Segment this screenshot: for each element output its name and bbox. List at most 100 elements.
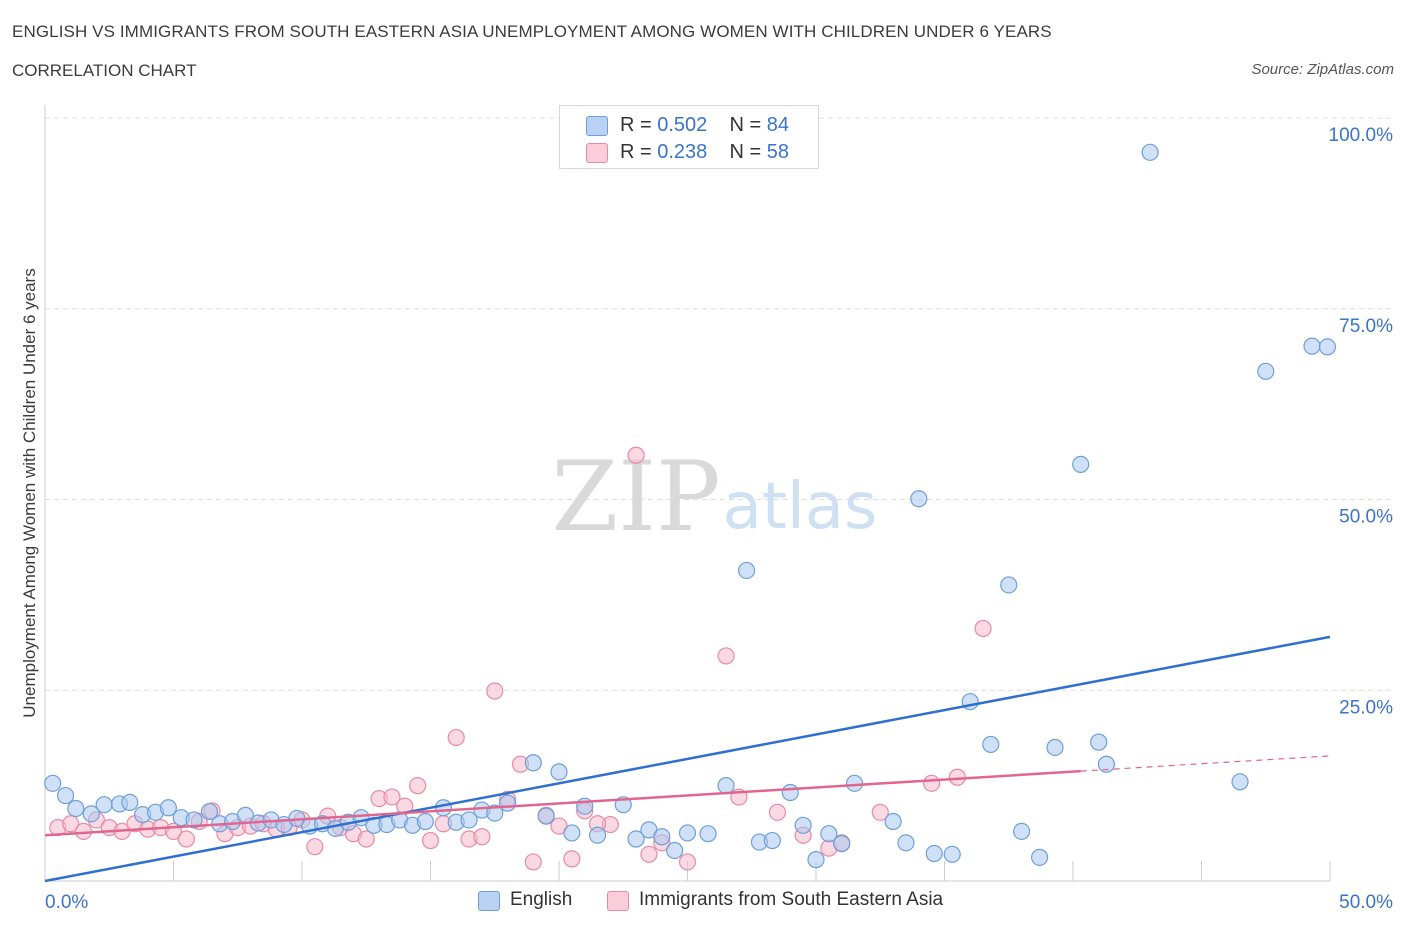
english-point [943, 845, 961, 863]
english-point [1257, 362, 1275, 380]
english-point [1046, 738, 1064, 757]
english-point [1090, 733, 1108, 751]
immigrants-point [974, 619, 992, 638]
english-point [794, 816, 812, 834]
english-point [44, 774, 62, 792]
immigrants-n-value: 58 [766, 141, 790, 163]
english-point [416, 812, 434, 831]
english-point [627, 830, 645, 848]
english-point [1303, 337, 1321, 355]
english-point [1141, 143, 1159, 161]
english-point [845, 774, 864, 792]
english-point [434, 799, 452, 817]
y-tick-label: 50.0% [1339, 507, 1393, 528]
immigrants-point [871, 803, 889, 821]
english-point [1097, 755, 1116, 773]
english-point [460, 811, 478, 829]
english-points [44, 143, 1337, 869]
english-point [1072, 455, 1090, 474]
immigrants-point [640, 845, 658, 863]
english-point [1030, 848, 1049, 866]
immigrants-point [678, 853, 697, 871]
english-point [666, 841, 684, 860]
english-point [738, 561, 756, 580]
legend-immigrants-text: R = 0.238 N = 58 [620, 141, 789, 164]
english-point [67, 799, 85, 818]
english-point [884, 812, 902, 831]
english-point [524, 754, 542, 772]
y-tick-label: 100.0% [1329, 125, 1394, 146]
immigrants-point [409, 777, 427, 795]
immigrants-point [62, 815, 80, 833]
english-point [1318, 338, 1337, 356]
immigrants-point [923, 774, 941, 792]
immigrants-point [447, 728, 465, 747]
n-label: N = [729, 141, 762, 163]
english-point [121, 793, 139, 812]
bottom-legend-immigrants-label: Immigrants from South Eastern Asia [639, 889, 944, 910]
legend-english-text: R = 0.502 N = 84 [620, 114, 789, 137]
english-point [563, 824, 581, 842]
english-trend-line [44, 635, 1331, 883]
english-point [56, 786, 75, 805]
chart-subtitle: CORRELATION CHART [12, 61, 197, 80]
english-r-value: 0.502 [657, 114, 708, 136]
english-point [95, 796, 113, 814]
grid-lines [45, 117, 1395, 691]
english-swatch [586, 116, 608, 136]
y-tick-label: 75.0% [1339, 316, 1393, 337]
immigrants-swatch [586, 143, 608, 163]
english-point [82, 805, 100, 823]
watermark: ZIP atlas [551, 441, 877, 553]
english-point [910, 490, 928, 508]
english-point [588, 826, 607, 844]
immigrants-point [627, 446, 645, 464]
english-point [1231, 773, 1249, 791]
x-tick-label: 0.0% [45, 892, 88, 913]
watermark-atlas: atlas [723, 470, 878, 544]
english-point [678, 824, 697, 842]
r-label: R = [620, 141, 652, 163]
chart-title: ENGLISH VS IMMIGRANTS FROM SOUTH EASTERN… [12, 22, 1052, 41]
english-swatch [478, 891, 500, 911]
english-point [897, 834, 915, 852]
immigrants-point [357, 830, 375, 848]
tick-labels: 25.0% 50.0% 75.0% 100.0% 0.0% 50.0% [45, 125, 1393, 913]
y-tick-label: 25.0% [1339, 697, 1393, 718]
english-point [1000, 576, 1018, 594]
english-point [486, 804, 504, 822]
correlation-legend: R = 0.502 N = 84 R = 0.238 N = 58 [559, 105, 819, 169]
english-point [699, 825, 717, 843]
immigrants-point [563, 850, 581, 868]
english-point [982, 735, 1000, 754]
english-point [200, 802, 219, 821]
immigrants-r-value: 0.238 [657, 141, 708, 163]
english-point [717, 777, 735, 795]
immigrants-point [524, 853, 542, 871]
english-point [820, 825, 838, 843]
immigrants-swatch [607, 891, 629, 911]
source-label: Source: ZipAtlas.com [1251, 61, 1394, 78]
bottom-legend-english-label: English [510, 889, 573, 910]
english-point [763, 831, 781, 850]
n-label: N = [729, 114, 762, 136]
immigrants-point [473, 828, 491, 846]
immigrants-point [383, 788, 401, 806]
immigrants-point [486, 682, 504, 700]
immigrants-point [768, 803, 787, 821]
immigrants-point [717, 647, 735, 665]
r-label: R = [620, 114, 652, 136]
english-point [185, 811, 203, 829]
immigrants-trend-extension [1080, 755, 1331, 772]
english-n-value: 84 [766, 114, 790, 136]
english-point [159, 799, 177, 817]
immigrants-point [177, 830, 195, 848]
english-point [781, 783, 799, 802]
english-point [653, 828, 671, 846]
immigrants-point [306, 838, 324, 856]
english-point [499, 794, 517, 812]
immigrants-trend-line [44, 769, 1081, 837]
x-tick-label: 50.0% [1339, 892, 1393, 913]
english-point [833, 835, 851, 853]
